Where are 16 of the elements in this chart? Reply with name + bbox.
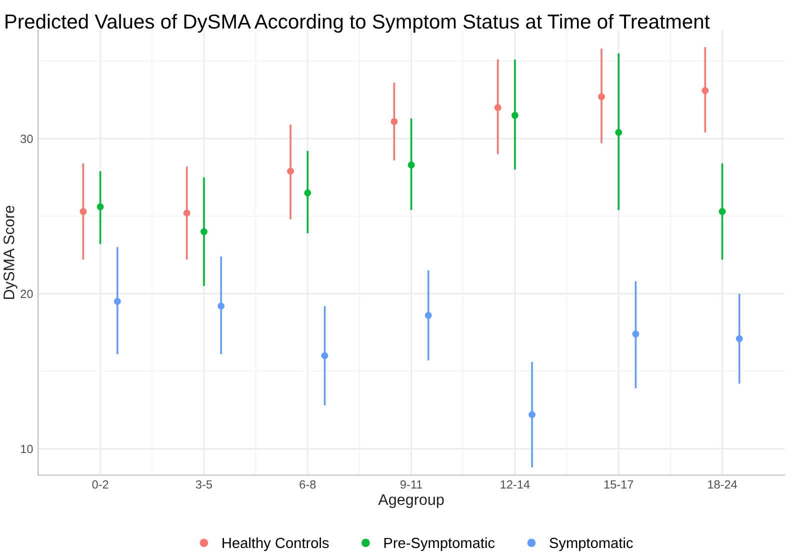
legend-label: Healthy Controls <box>222 537 329 552</box>
y-tick-label: 20 <box>20 290 33 298</box>
y-tick-label: 30 <box>20 134 33 144</box>
x-tick-label: 12-14 <box>500 480 530 489</box>
x-tick-label: 3-5 <box>196 480 212 489</box>
y-tick-label: 10 <box>21 444 33 454</box>
x-tick-label: 18-24 <box>708 480 738 489</box>
x-tick-label: 6-8 <box>300 480 316 489</box>
x-tick-label: 15-17 <box>604 480 634 489</box>
chart-title: Predicted Values of DySMA According to Symptom Status at Time of Treatment <box>6 14 710 33</box>
y-axis-title: DySMA Score <box>4 206 18 299</box>
x-tick-label: 9-11 <box>400 480 422 489</box>
legend-label: Symptomatic <box>550 537 633 552</box>
x-axis-title: Agegroup <box>378 494 444 508</box>
legend-label: Pre-Symptomatic <box>384 537 495 552</box>
x-tick-label: 0-2 <box>92 480 108 489</box>
